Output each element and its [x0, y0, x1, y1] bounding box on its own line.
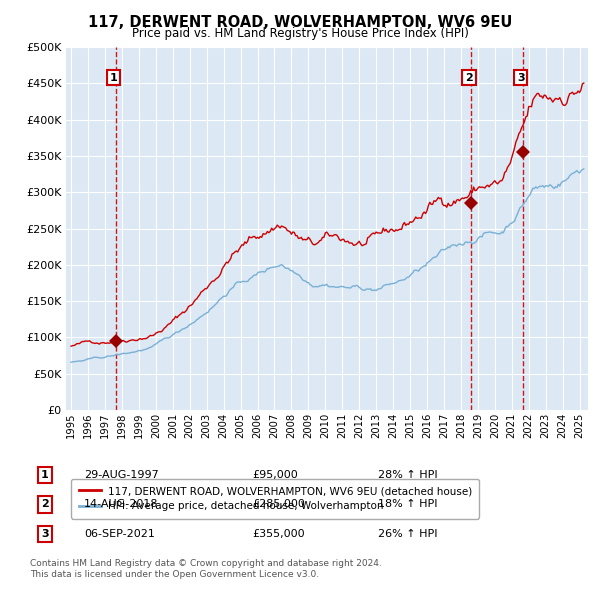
Text: 3: 3 [517, 73, 524, 83]
Text: Contains HM Land Registry data © Crown copyright and database right 2024.: Contains HM Land Registry data © Crown c… [30, 559, 382, 568]
Text: 2: 2 [41, 500, 49, 509]
Text: 3: 3 [41, 529, 49, 539]
Text: 06-SEP-2021: 06-SEP-2021 [84, 529, 155, 539]
Text: 14-AUG-2018: 14-AUG-2018 [84, 500, 158, 509]
Text: This data is licensed under the Open Government Licence v3.0.: This data is licensed under the Open Gov… [30, 571, 319, 579]
Text: 2: 2 [465, 73, 473, 83]
Text: 117, DERWENT ROAD, WOLVERHAMPTON, WV6 9EU: 117, DERWENT ROAD, WOLVERHAMPTON, WV6 9E… [88, 15, 512, 30]
Text: Price paid vs. HM Land Registry's House Price Index (HPI): Price paid vs. HM Land Registry's House … [131, 27, 469, 40]
Text: 1: 1 [110, 73, 118, 83]
Text: 18% ↑ HPI: 18% ↑ HPI [378, 500, 437, 509]
Text: 26% ↑ HPI: 26% ↑ HPI [378, 529, 437, 539]
Legend: 117, DERWENT ROAD, WOLVERHAMPTON, WV6 9EU (detached house), HPI: Average price, : 117, DERWENT ROAD, WOLVERHAMPTON, WV6 9E… [71, 478, 479, 519]
Text: 29-AUG-1997: 29-AUG-1997 [84, 470, 159, 480]
Text: 28% ↑ HPI: 28% ↑ HPI [378, 470, 437, 480]
Text: £355,000: £355,000 [252, 529, 305, 539]
Text: 1: 1 [41, 470, 49, 480]
Text: £95,000: £95,000 [252, 470, 298, 480]
Text: £285,000: £285,000 [252, 500, 305, 509]
